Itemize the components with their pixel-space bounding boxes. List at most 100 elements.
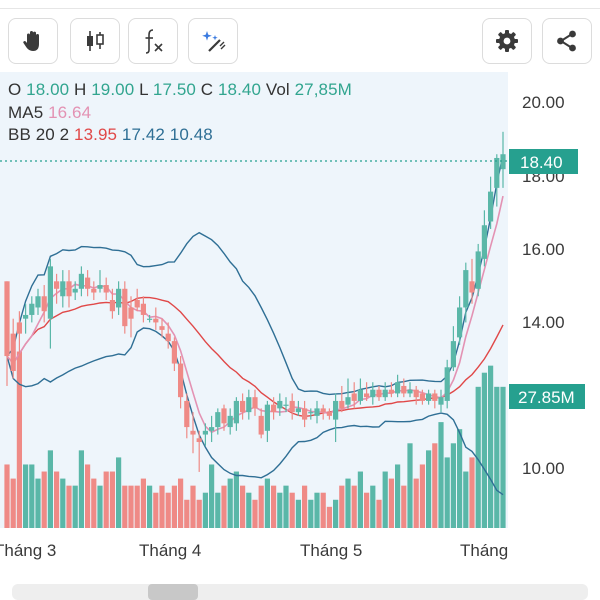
candle: [233, 397, 239, 431]
candlestick-button[interactable]: [70, 18, 120, 64]
candle-body: [388, 389, 394, 394]
candle: [35, 288, 41, 315]
candle: [320, 404, 326, 420]
candle: [60, 270, 66, 308]
low-label: L: [139, 80, 149, 99]
volume-bar: [302, 485, 308, 528]
candle-body: [302, 408, 308, 420]
volume-bar: [264, 478, 270, 528]
share-button[interactable]: [542, 18, 592, 64]
candle-body: [153, 318, 159, 323]
candle-body: [413, 389, 419, 398]
candle: [171, 337, 177, 372]
volume-bar: [413, 478, 419, 528]
candle-body: [209, 427, 215, 431]
plot-area[interactable]: [0, 72, 508, 528]
candle: [221, 404, 227, 431]
volume-bar: [221, 485, 227, 528]
candle: [463, 262, 469, 323]
candle: [128, 296, 134, 338]
volume-bar: [475, 386, 481, 528]
candle: [432, 389, 438, 409]
volume-bar: [252, 499, 258, 528]
candle: [481, 210, 487, 267]
candle: [97, 270, 103, 293]
candle: [196, 430, 202, 472]
lower-band-line: [6, 327, 504, 496]
candle-body: [252, 397, 258, 409]
magic-draw-button[interactable]: [188, 18, 238, 64]
volume-bar: [289, 492, 295, 528]
scrollbar-thumb[interactable]: [148, 584, 198, 600]
settings-button[interactable]: [482, 18, 532, 64]
candle: [140, 296, 146, 323]
volume-bar: [153, 492, 159, 528]
candle-body: [320, 408, 326, 413]
volume-bar: [215, 492, 221, 528]
volume-bar: [450, 443, 456, 528]
volume-bar: [345, 478, 351, 528]
candle: [494, 154, 500, 207]
toolbar: [0, 0, 600, 70]
volume-bar: [10, 478, 16, 528]
candle: [116, 281, 122, 315]
candle-body: [432, 393, 438, 401]
candle-body: [488, 191, 494, 222]
bb-upper-value: 17.42: [121, 125, 165, 144]
candle-body: [314, 408, 320, 416]
candle: [271, 397, 277, 420]
candle-body: [457, 307, 463, 338]
volume-bar: [432, 443, 438, 528]
candle: [401, 378, 407, 398]
horizontal-scrollbar[interactable]: [12, 584, 588, 600]
candle-body: [444, 367, 450, 401]
y-tick-label: 16.00: [522, 240, 565, 259]
volume-bar: [23, 464, 29, 528]
volume-bar: [426, 450, 432, 528]
volume-bar: [233, 471, 239, 528]
candle: [469, 258, 475, 304]
candle-body: [97, 285, 103, 289]
x-tick-label: Tháng 3: [0, 541, 56, 560]
candle: [370, 382, 376, 405]
candle: [450, 326, 456, 372]
bollinger-bands: [6, 154, 504, 496]
candle: [407, 382, 413, 398]
volume-bar: [271, 485, 277, 528]
candle-body: [494, 157, 500, 188]
candle-body: [264, 404, 270, 431]
last-price-tag: [509, 149, 578, 174]
candle: [246, 389, 252, 420]
candle: [78, 266, 84, 297]
candle-body: [469, 281, 475, 293]
volume-bar: [283, 485, 289, 528]
volume-bar: [326, 506, 332, 528]
volume-bar: [258, 485, 264, 528]
x-tick-label: Tháng: [460, 541, 508, 560]
candle-body: [308, 412, 314, 414]
volume-bar: [314, 492, 320, 528]
candle-body: [339, 400, 345, 409]
candle: [10, 318, 16, 379]
indicator-button[interactable]: [128, 18, 178, 64]
volume-bar: [128, 485, 134, 528]
volume-bar: [29, 464, 35, 528]
candle: [339, 385, 345, 413]
candle-body: [395, 382, 401, 394]
candle-body: [258, 415, 264, 435]
candle-body: [233, 400, 239, 424]
candle-body: [357, 389, 363, 401]
x-axis: Tháng 3 Tháng 4 Tháng 5 Tháng: [0, 541, 508, 560]
ma-label: MA5: [8, 103, 44, 122]
candle-body: [271, 404, 277, 413]
hand-tool-button[interactable]: [8, 18, 58, 64]
bb-label: BB 20 2: [8, 125, 70, 144]
candle: [438, 389, 444, 413]
candle: [54, 273, 60, 304]
x-tick-label: Tháng 5: [300, 541, 362, 560]
candle-body: [41, 296, 47, 312]
candle: [283, 397, 289, 413]
candle: [109, 288, 115, 319]
volume-bar: [333, 499, 339, 528]
